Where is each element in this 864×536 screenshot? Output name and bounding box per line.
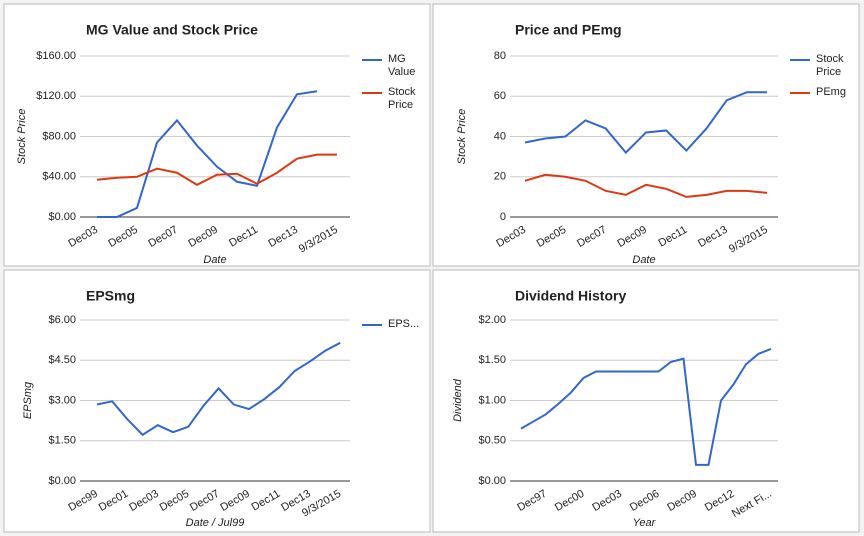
- line-series: [96, 153, 337, 186]
- y-tick-label: 40: [494, 130, 506, 142]
- legend-item: MG Value: [388, 53, 416, 78]
- y-tick-label: 80: [494, 50, 506, 62]
- y-tick-label: $1.50: [48, 435, 76, 447]
- y-tick-label: $120.00: [36, 90, 76, 102]
- y-tick-label: $3.00: [48, 394, 76, 406]
- y-axis-label: Stock Price: [456, 109, 468, 165]
- x-axis-label: Date: [203, 254, 226, 266]
- y-axis-label: Dividend: [452, 378, 464, 422]
- legend-label: Stock Price: [388, 86, 416, 111]
- legend-item: Stock Price: [816, 53, 844, 78]
- y-tick-label: 0: [500, 211, 506, 223]
- line-series: [524, 173, 768, 198]
- y-tick-label: $0.00: [48, 475, 76, 487]
- y-tick-label: $80.00: [42, 130, 76, 142]
- y-tick-label: $40.00: [42, 171, 76, 183]
- legend-item: EPS...: [388, 318, 420, 330]
- legend-item: Stock Price: [388, 86, 416, 111]
- y-axis-label: EPSmg: [22, 381, 34, 419]
- y-tick-label: 60: [494, 90, 506, 102]
- y-tick-label: $4.50: [48, 354, 76, 366]
- legend-label: Stock Price: [816, 53, 844, 78]
- chart-title: Dividend History: [515, 288, 626, 304]
- line-series: [524, 91, 768, 155]
- chart-title: MG Value and Stock Price: [86, 22, 258, 38]
- line-series: [96, 341, 341, 437]
- y-tick-label: $1.00: [478, 394, 506, 406]
- y-tick-label: $1.50: [478, 354, 506, 366]
- chart-panel: [3, 3, 431, 267]
- y-tick-label: $0.50: [478, 435, 506, 447]
- legend-label: EPS...: [388, 318, 420, 330]
- line-series: [97, 90, 318, 218]
- legend-label: PEmg: [816, 86, 846, 98]
- legend-label: MG Value: [388, 53, 416, 78]
- y-tick-label: $2.00: [478, 314, 506, 326]
- x-axis-label: Year: [633, 517, 657, 529]
- chart-panel: [432, 3, 860, 267]
- y-tick-label: $0.00: [478, 475, 506, 487]
- y-tick-label: 20: [494, 171, 506, 183]
- legend-item: PEmg: [816, 86, 846, 98]
- y-tick-label: $0.00: [48, 211, 76, 223]
- line-series: [520, 348, 772, 466]
- x-axis-label: Date: [632, 254, 655, 266]
- chart-title: EPSmg: [86, 288, 135, 304]
- x-axis-label: Date / Jul99: [186, 517, 245, 529]
- y-axis-label: Stock Price: [16, 109, 28, 165]
- chart-title: Price and PEmg: [515, 22, 622, 38]
- y-tick-label: $6.00: [48, 314, 76, 326]
- y-tick-label: $160.00: [36, 50, 76, 62]
